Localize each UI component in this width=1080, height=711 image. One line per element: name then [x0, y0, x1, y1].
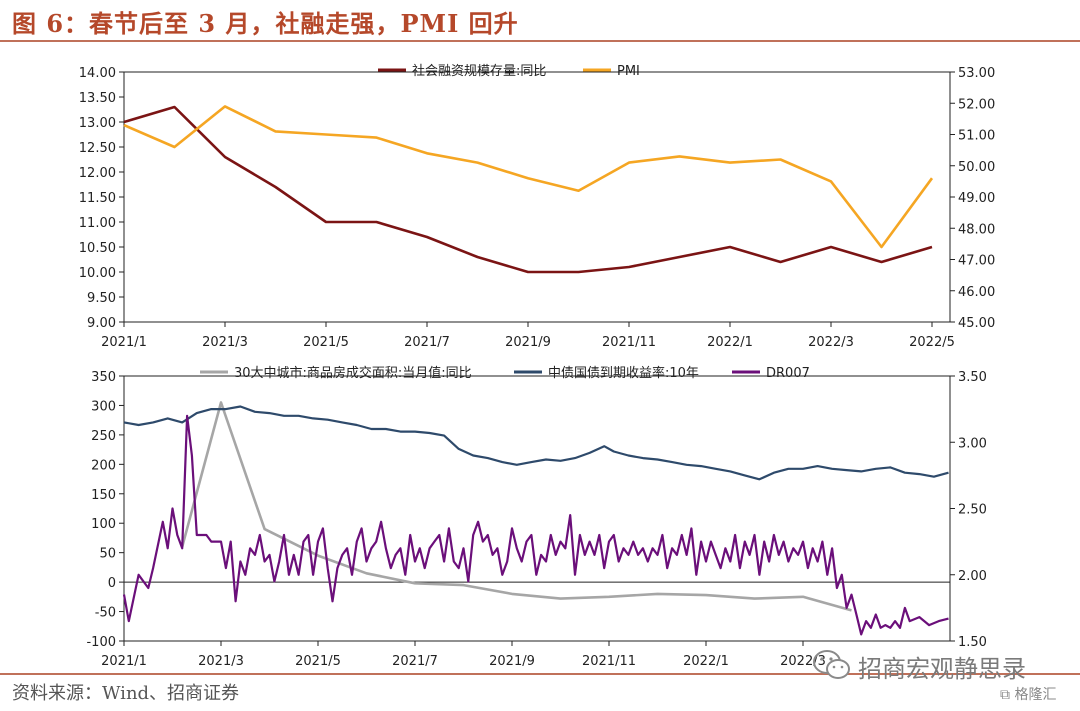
chart-housing-yield-dr007: -100 -50 0 50 100 150 200 250 300 350 1.50 2.00 2.50…	[86, 365, 986, 669]
x-tick-label: 2021/5	[295, 654, 341, 669]
logo-icon: ⧉	[1000, 687, 1010, 703]
right-tick-label: 45.00	[958, 316, 995, 331]
left-tick-label: 300	[91, 399, 116, 414]
right-tick-label: 49.00	[958, 191, 995, 206]
left-tick-label: -50	[95, 606, 116, 621]
left-tick-label: 250	[91, 429, 116, 444]
left-tick-label: 350	[91, 370, 116, 385]
x-tick-label: 2021/3	[202, 335, 248, 350]
right-tick-label: 48.00	[958, 222, 995, 237]
x-tick-label: 2021/3	[198, 654, 244, 669]
wechat-icon	[813, 650, 850, 679]
left-tick-label: 9.00	[87, 316, 116, 331]
series-line-1	[123, 405, 949, 481]
legend-label: PMI	[617, 64, 640, 79]
left-tick-label: 13.50	[79, 91, 116, 106]
left-tick-label: 13.00	[79, 116, 116, 131]
legend-label: 社会融资规模存量:同比	[412, 63, 546, 79]
left-tick-label: 14.00	[79, 66, 116, 81]
x-tick-label: 2022/1	[683, 654, 729, 669]
x-tick-label: 2021/11	[602, 335, 656, 350]
chart-social-financing-pmi: 9.00 9.50 10.00 10.50 11.00 11.50 12.00 12.50 13…	[79, 63, 995, 350]
watermark-text: 招商宏观静思录	[858, 655, 1026, 683]
right-tick-label: 46.00	[958, 285, 995, 300]
left-tick-label: 0	[108, 576, 116, 591]
series-line-0	[180, 401, 852, 612]
x-tick-label: 2021/11	[582, 654, 636, 669]
plot-frame	[123, 375, 951, 642]
legend-label: DR007	[766, 366, 810, 381]
x-tick-label: 2022/3	[808, 335, 854, 350]
x-tick-label: 2021/9	[505, 335, 551, 350]
right-tick-label: 2.50	[958, 503, 987, 518]
footer-rule	[0, 673, 1080, 675]
left-tick-label: 50	[99, 547, 116, 562]
plot-frame	[123, 71, 951, 323]
right-tick-label: 2.00	[958, 569, 987, 584]
gelonghui-logo: ⧉ 格隆汇	[1000, 684, 1056, 704]
left-tick-label: -100	[86, 635, 116, 650]
x-tick-label: 2021/7	[404, 335, 450, 350]
series-line-2	[122, 414, 949, 636]
logo-text: 格隆汇	[1014, 687, 1057, 703]
x-tick-label: 2021/1	[101, 654, 147, 669]
left-tick-label: 200	[91, 458, 116, 473]
left-tick-label: 150	[91, 488, 116, 503]
left-tick-label: 100	[91, 517, 116, 532]
right-tick-label: 3.50	[958, 370, 987, 385]
right-tick-label: 51.00	[958, 129, 995, 144]
x-tick-label: 2021/5	[303, 335, 349, 350]
right-tick-label: 52.00	[958, 97, 995, 112]
left-tick-label: 10.00	[79, 266, 116, 281]
right-tick-label: 3.00	[958, 436, 987, 451]
x-tick-label: 2021/1	[101, 335, 147, 350]
figure-title: 图 6：春节后至 3 月，社融走强，PMI 回升	[12, 9, 519, 38]
left-tick-label: 12.00	[79, 166, 116, 181]
series-line-0	[123, 105, 933, 274]
left-tick-label: 11.50	[79, 191, 116, 206]
left-tick-label: 9.50	[87, 291, 116, 306]
x-tick-label: 2022/5	[909, 335, 955, 350]
left-tick-label: 12.50	[79, 141, 116, 156]
series-line-1	[123, 105, 934, 249]
left-tick-label: 11.00	[79, 216, 116, 231]
title-rule	[0, 40, 1080, 42]
legend-label: 中债国债到期收益率:10年	[548, 365, 699, 381]
left-tick-label: 10.50	[79, 241, 116, 256]
right-tick-label: 1.50	[958, 635, 987, 650]
x-tick-label: 2021/9	[489, 654, 535, 669]
right-tick-label: 47.00	[958, 254, 995, 269]
source-note: 资料来源：Wind、招商证券	[12, 683, 240, 704]
right-tick-label: 53.00	[958, 66, 995, 81]
x-tick-label: 2022/1	[707, 335, 753, 350]
legend-label: 30大中城市:商品房成交面积:当月值:同比	[234, 365, 472, 381]
right-tick-label: 50.00	[958, 160, 995, 175]
x-tick-label: 2021/7	[392, 654, 438, 669]
